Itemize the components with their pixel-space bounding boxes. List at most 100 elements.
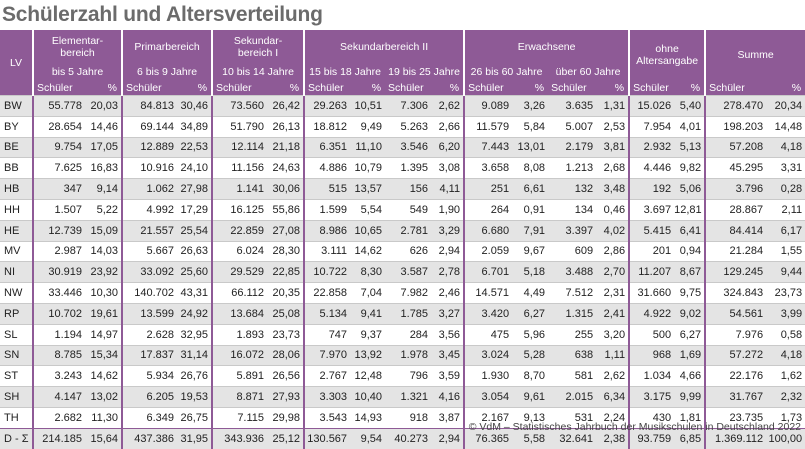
cell-schueler: 5.007: [548, 115, 597, 138]
cell-schueler: 7.976: [704, 323, 767, 346]
cell-schueler: 84.813: [121, 95, 178, 117]
age-26-60: 26 bis 60 Jahre: [463, 63, 549, 80]
cell-schueler: 57.208: [704, 136, 767, 158]
row-label: TH: [0, 406, 33, 429]
cell-schueler: 2.781: [385, 219, 432, 242]
cell-pct: 6,27: [512, 302, 549, 325]
cell-pct: 25,60: [177, 261, 213, 283]
cell-schueler: 6.701: [463, 261, 513, 283]
cell-pct: 6,20: [431, 136, 465, 158]
table-row: RP 10.702 19,61 13.599 24,92 13.684 25,08 5.134…: [0, 302, 805, 325]
cell-schueler: 5.415: [628, 219, 675, 242]
cell-schueler: 11.207: [628, 261, 675, 283]
cell-pct: 9,99: [674, 386, 706, 408]
cell-pct: 1,11: [596, 344, 630, 366]
cell-pct: 2,78: [431, 261, 465, 283]
cell-pct: 8,08: [512, 157, 549, 179]
cell-pct: 19,53: [177, 386, 213, 408]
cell-schueler: 198.203: [704, 115, 767, 138]
cell-pct: 10,79: [350, 157, 386, 179]
cell-pct: 6,61: [512, 178, 549, 200]
cell-schueler: 134: [548, 198, 597, 221]
cell-pct: 19,61: [85, 302, 123, 325]
cell-pct: 2,62: [431, 95, 465, 117]
header-erwachsene: Erwachsene: [463, 30, 630, 63]
cell-schueler: 1.978: [385, 344, 432, 366]
cell-schueler: 3.054: [463, 386, 513, 408]
cell-pct: 9,13: [512, 406, 549, 429]
cell-pct: 2,31: [596, 282, 630, 304]
cell-pct: 3,08: [431, 157, 465, 179]
cell-schueler: 343.936: [211, 427, 268, 449]
cell-pct: 3,48: [596, 178, 630, 200]
header-summe: Summe: [704, 30, 805, 80]
cell-pct: 2,94: [431, 427, 465, 449]
cell-pct: 11,30: [85, 406, 123, 429]
cell-pct: 55,86: [267, 198, 305, 221]
cell-pct: 1,81: [674, 406, 706, 429]
cell-pct: 31,95: [177, 427, 213, 449]
row-label: BE: [0, 136, 33, 158]
cell-schueler: 28.867: [704, 198, 767, 221]
cell-schueler: 500: [628, 323, 675, 346]
cell-pct: 2,66: [431, 115, 465, 138]
cell-pct: 30,06: [267, 178, 305, 200]
cell-pct: 24,92: [177, 302, 213, 325]
header-primar: Primarbereich: [121, 30, 213, 63]
cell-pct: 23,92: [85, 261, 123, 283]
header-sek1: Sekundar-bereich I: [211, 30, 305, 63]
cell-schueler: 1.062: [121, 178, 178, 200]
cell-pct: 15,09: [85, 219, 123, 242]
cell-pct: 14,46: [85, 115, 123, 138]
cell-schueler: 13.684: [211, 302, 268, 325]
age-10-14: 10 bis 14 Jahre: [211, 63, 305, 80]
cell-schueler: 2.167: [463, 406, 513, 429]
cell-pct: 3,31: [766, 157, 805, 179]
cell-pct: 4,18: [766, 344, 805, 366]
row-label: HB: [0, 178, 33, 200]
cell-schueler: 29.529: [211, 261, 268, 283]
cell-schueler: 3.397: [548, 219, 597, 242]
cell-schueler: 6.351: [303, 136, 351, 158]
row-label: SL: [0, 323, 33, 346]
cell-pct: 21,18: [267, 136, 305, 158]
cell-pct: 9,75: [674, 282, 706, 304]
cell-pct: 6,27: [674, 323, 706, 346]
cell-schueler: 13.599: [121, 302, 178, 325]
cell-pct: 5,22: [85, 198, 123, 221]
cell-schueler: 7.115: [211, 406, 268, 429]
cell-pct: 10,40: [350, 386, 386, 408]
cell-schueler: 130.567: [303, 427, 351, 449]
cell-schueler: 1.395: [385, 157, 432, 179]
cell-schueler: 1.893: [211, 323, 268, 346]
cell-schueler: 437.386: [121, 427, 178, 449]
row-label: SN: [0, 344, 33, 366]
cell-pct: 43,31: [177, 282, 213, 304]
cell-schueler: 747: [303, 323, 351, 346]
cell-pct: 2,11: [766, 198, 805, 221]
cell-pct: 5,96: [512, 323, 549, 346]
cell-schueler: 31.660: [628, 282, 675, 304]
cell-schueler: 16.125: [211, 198, 268, 221]
col-header-pct: %: [674, 80, 706, 96]
cell-schueler: 30.919: [32, 261, 85, 283]
cell-schueler: 278.470: [704, 95, 767, 117]
cell-schueler: 9.754: [32, 136, 85, 158]
cell-schueler: 33.092: [121, 261, 178, 283]
cell-pct: 5,40: [674, 95, 706, 117]
cell-schueler: 11.156: [211, 157, 268, 179]
cell-schueler: 3.303: [303, 386, 351, 408]
cell-pct: 22,85: [267, 261, 305, 283]
cell-pct: 31,14: [177, 344, 213, 366]
cell-schueler: 22.858: [303, 282, 351, 304]
cell-pct: 9,49: [350, 115, 386, 138]
table-row: BE 9.754 17,05 12.889 22,53 12.114 21,18 6.351 1…: [0, 136, 805, 158]
cell-pct: 5,54: [350, 198, 386, 221]
cell-pct: 0,91: [512, 198, 549, 221]
age-ueber60: über 60 Jahre: [548, 63, 630, 80]
cell-schueler: 129.245: [704, 261, 767, 283]
cell-schueler: 347: [32, 178, 85, 200]
cell-schueler: 1.141: [211, 178, 268, 200]
cell-schueler: 4.886: [303, 157, 351, 179]
cell-schueler: 1.194: [32, 323, 85, 346]
